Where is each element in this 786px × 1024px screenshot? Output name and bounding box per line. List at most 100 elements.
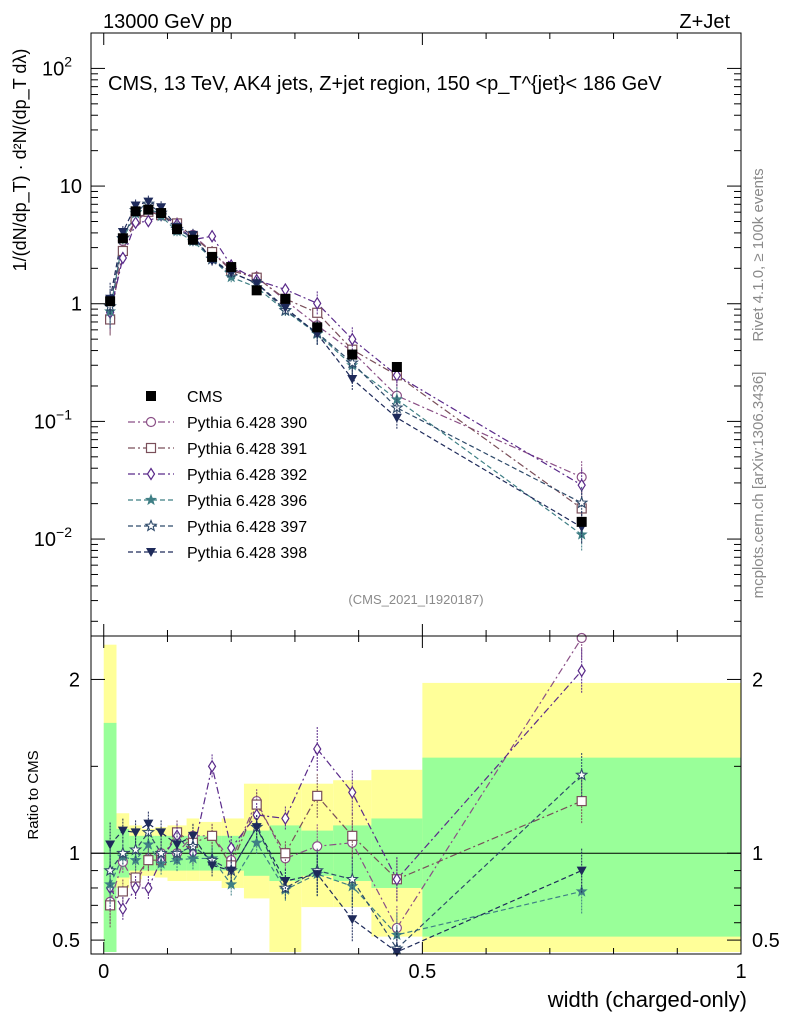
series-point-ratio (206, 830, 218, 841)
series-point-main (207, 229, 217, 243)
legend-marker (144, 493, 158, 506)
series-point-ratio (118, 902, 128, 916)
main-y-tick-label: 1 (71, 294, 82, 316)
data-point (312, 322, 323, 333)
legend-marker (146, 467, 156, 481)
series-point-ratio (103, 863, 117, 877)
uncertainty-bands (91, 644, 741, 952)
series-point-ratio (345, 872, 359, 885)
main-y-tick-label: 10−2 (34, 524, 72, 551)
legend-marker (144, 518, 158, 532)
main-ylabel: 1/(dN/dp_T) · d²N/(dp_T dλ) (10, 49, 31, 272)
main-y-tick-label: 10 (60, 176, 82, 198)
main-y-tick-label: 10−1 (34, 406, 72, 433)
header-left: 13000 GeV pp (103, 11, 232, 33)
series-point-main (575, 495, 589, 509)
series-point-main (313, 296, 322, 310)
series-point-ratio (144, 881, 153, 895)
series-line-main (109, 211, 583, 509)
series-point-ratio (576, 795, 587, 807)
ratio-panel-frame (90, 635, 742, 955)
plot-frames (90, 32, 742, 955)
series-point-main (143, 197, 154, 207)
series-point-ratio (280, 877, 291, 887)
legend-marker-cms (146, 391, 156, 401)
tick-base: 10 (34, 529, 56, 551)
series-point-ratio (207, 759, 217, 773)
tick-exponent: 2 (64, 53, 72, 69)
data-point (576, 516, 587, 527)
series-point-ratio (392, 872, 402, 886)
series-point-ratio (348, 785, 357, 800)
series-line-main (109, 214, 582, 486)
series-point-ratio (347, 830, 358, 841)
series-point-main (347, 374, 358, 384)
data-point (156, 208, 167, 219)
legend-label: Pythia 6.428 398 (187, 545, 307, 562)
series-point-ratio (577, 664, 586, 678)
ratio-y-tick-label-right: 0.5 (752, 930, 780, 952)
x-tick-label: 1 (735, 961, 746, 983)
analysis-tag: (CMS_2021_I1920187) (348, 592, 483, 607)
data-point (347, 349, 358, 360)
legend-marker (145, 416, 157, 428)
series-point-ratio (131, 881, 140, 895)
series-point-ratio (142, 838, 155, 850)
series-point-main (345, 355, 359, 369)
header-right: Z+Jet (679, 11, 730, 33)
series-point-ratio (116, 846, 130, 859)
series-point-ratio (313, 742, 322, 756)
chart-title-text: CMS, 13 TeV, AK4 jets, Z+jet region, 150… (108, 73, 662, 95)
tick-base: 10 (42, 58, 64, 80)
series-point-ratio (154, 846, 168, 859)
data-point (105, 296, 116, 307)
data-point (143, 204, 154, 215)
series-point-main (391, 413, 402, 423)
legend-marker (145, 442, 157, 454)
series-point-ratio (280, 848, 291, 859)
ratio-y-tick-label-right: 2 (752, 669, 763, 691)
data-point (391, 361, 402, 372)
series-point-ratio (187, 831, 198, 841)
tick-base: 1 (71, 294, 82, 316)
ratio-ylabel: Ratio to CMS (25, 750, 42, 839)
series-point-ratio (207, 861, 218, 871)
data-point (280, 293, 291, 304)
legend-marker (146, 548, 156, 557)
series-point-ratio (104, 878, 117, 890)
series-point-main (117, 228, 128, 238)
series-point-main (251, 279, 262, 289)
series-point-ratio (312, 790, 323, 801)
series-point-ratio (250, 836, 263, 848)
ratio-y-tick-label: 2 (69, 669, 80, 691)
series-point-ratio (251, 823, 262, 833)
tick-exponent: −1 (56, 406, 72, 422)
series-point-ratio (172, 840, 183, 850)
series-point-main (130, 201, 141, 211)
ratio-y-tick-label-right: 1 (752, 843, 763, 865)
legend-label: Pythia 6.428 390 (187, 415, 307, 432)
data-point (172, 224, 183, 235)
legend-label-cms: CMS (187, 389, 223, 406)
data-point (187, 234, 198, 245)
tick-exponent: −2 (56, 524, 72, 540)
series-point-ratio (575, 767, 589, 781)
series-point-ratio (128, 842, 143, 856)
series-point-ratio (312, 841, 323, 852)
series-point-ratio (225, 878, 238, 890)
series-point-ratio (117, 826, 128, 836)
series-point-ratio (347, 915, 358, 925)
series-point-main (156, 203, 167, 213)
series-point-main (131, 216, 140, 230)
series-point-ratio (156, 828, 167, 838)
series-point-main (280, 303, 291, 313)
series-point-ratio (576, 866, 587, 876)
ratio-y-tick-label: 1 (69, 843, 80, 865)
legend-label: Pythia 6.428 391 (187, 441, 307, 458)
series-point-ratio (143, 819, 154, 829)
data-point (207, 251, 218, 262)
mcplots-label: mcplots.cern.ch [arXiv:1306.3436] (750, 372, 767, 599)
data-point (251, 285, 262, 296)
